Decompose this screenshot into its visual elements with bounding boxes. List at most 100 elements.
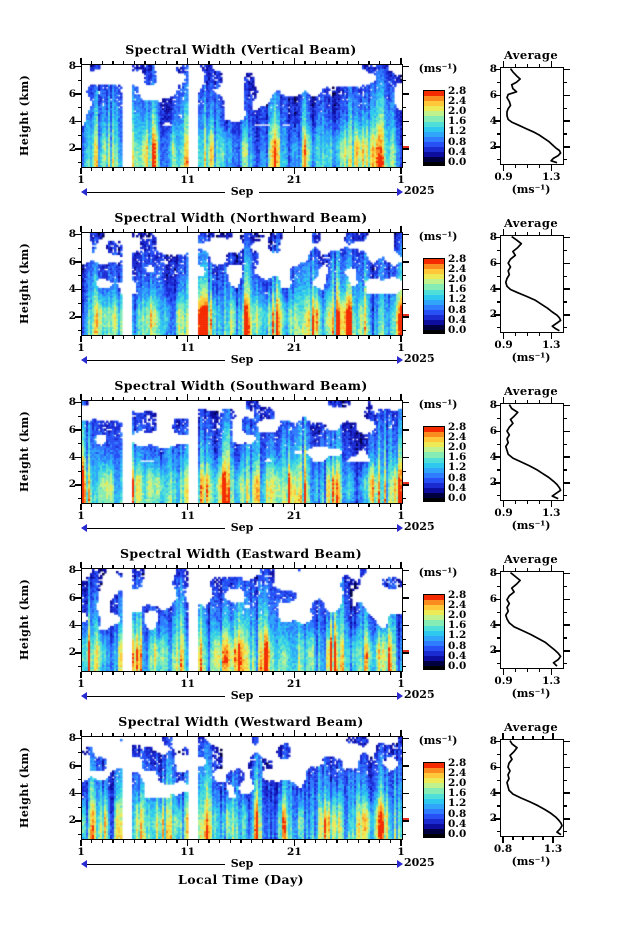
axis-tick [75, 484, 81, 486]
axis-tick [176, 503, 178, 507]
x-tick-label: 11 [180, 678, 195, 690]
axis-tick [402, 611, 407, 613]
axis-tick [563, 598, 570, 600]
axis-tick [336, 396, 338, 400]
axis-tick [336, 167, 338, 171]
axis-tick [304, 60, 306, 64]
axis-tick [165, 564, 167, 568]
axis-tick [187, 58, 189, 64]
axis-tick [402, 583, 407, 586]
axis-tick [77, 470, 81, 472]
axis-tick [251, 503, 253, 507]
axis-tick [187, 671, 189, 678]
x-tick-label: 21 [287, 678, 302, 690]
range-line [259, 359, 398, 361]
axis-tick [402, 443, 407, 445]
axis-tick [496, 107, 500, 109]
axis-tick [75, 66, 81, 68]
colorbar-tick-label: 2.8 [448, 420, 467, 433]
axis-tick [400, 671, 402, 678]
colorbar-unit-label: (ms⁻¹) [418, 734, 458, 747]
x-tick-label: 11 [180, 174, 195, 186]
axis-tick [402, 738, 409, 740]
axis-tick [496, 495, 500, 497]
colorbar-band [424, 259, 444, 265]
colorbar-tick-label: 1.2 [448, 293, 467, 306]
axis-tick [563, 572, 570, 575]
axis-tick [494, 146, 500, 148]
y-tick-label: 6 [68, 255, 76, 268]
axis-tick [77, 329, 81, 332]
axis-tick [494, 404, 500, 407]
average-x-tick-label: 0.9 [494, 339, 513, 351]
axis-tick [402, 415, 407, 418]
axis-tick [402, 624, 409, 627]
heatmap-plot [81, 64, 403, 168]
colorbar-band [424, 152, 444, 158]
colorbar-unit-label: (ms⁻¹) [418, 566, 458, 579]
axis-tick [496, 159, 500, 161]
range-line [87, 527, 225, 529]
average-x-tick-label: 0.8 [493, 843, 513, 855]
axis-tick [496, 301, 500, 303]
axis-tick [165, 732, 167, 736]
axis-tick [402, 402, 409, 404]
colorbar-band [424, 615, 444, 621]
axis-tick [293, 226, 295, 232]
colorbar-band [424, 157, 444, 163]
axis-tick [123, 671, 125, 675]
right-arrow-icon [397, 188, 404, 196]
axis-tick [563, 650, 570, 652]
axis-tick [389, 60, 391, 64]
axis-tick [272, 503, 274, 507]
axis-tick [304, 335, 306, 339]
left-arrow-icon [81, 860, 87, 868]
y-tick-label: 4 [68, 619, 76, 631]
axis-tick [219, 564, 221, 568]
axis-tick [240, 839, 242, 843]
x-tick-label: 1 [77, 846, 85, 858]
axis-tick [77, 134, 81, 136]
right-arrow-icon [397, 356, 404, 364]
axis-tick [502, 61, 505, 67]
axis-tick [77, 497, 81, 500]
axis-tick [283, 503, 285, 507]
colorbar-band [424, 808, 444, 814]
axis-tick [514, 500, 517, 504]
average-profile-chart [506, 740, 563, 836]
axis-tick [91, 167, 93, 171]
axis-tick [538, 332, 540, 336]
average-y-tick-label: 4 [485, 451, 497, 463]
right-edge-red-mark [403, 650, 409, 654]
average-y-tick-label: 8 [485, 231, 497, 243]
axis-tick [176, 396, 178, 400]
axis-tick [293, 839, 295, 846]
average-x-tick-label: 0.9 [494, 171, 513, 183]
axis-tick [304, 671, 306, 675]
average-unit-label: (ms⁻¹) [511, 855, 551, 868]
axis-tick [176, 564, 178, 568]
axis-tick [77, 806, 81, 808]
axis-tick [261, 564, 263, 568]
year-label: 2025 [404, 520, 435, 533]
axis-tick [75, 765, 81, 767]
average-x-tick-label: 1.3 [542, 339, 561, 351]
colorbar-band [424, 605, 444, 611]
axis-tick [251, 732, 253, 736]
axis-tick [133, 671, 135, 675]
axis-tick [402, 107, 407, 109]
axis-tick [75, 120, 81, 123]
axis-tick [272, 60, 274, 64]
axis-tick [402, 820, 409, 822]
axis-tick [402, 597, 409, 599]
colorbar-bottom-band [424, 666, 444, 669]
axis-tick [538, 164, 540, 168]
axis-tick [187, 562, 189, 568]
average-profile-line [504, 404, 562, 500]
axis-tick [379, 228, 381, 232]
axis-tick [77, 638, 81, 640]
axis-tick [208, 167, 210, 171]
x-tick-label: 21 [287, 510, 302, 522]
axis-tick [75, 820, 81, 822]
